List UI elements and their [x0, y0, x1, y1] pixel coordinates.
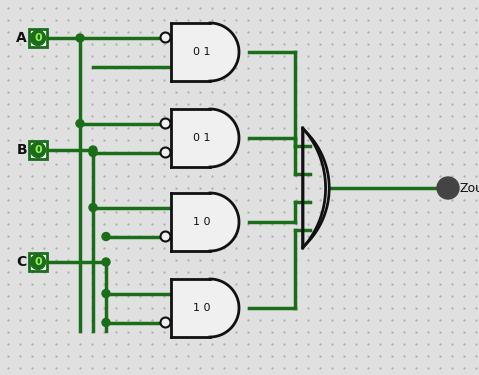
Circle shape — [31, 142, 46, 158]
Bar — [29, 253, 47, 271]
Circle shape — [102, 258, 110, 266]
Circle shape — [89, 204, 97, 212]
Polygon shape — [210, 109, 239, 167]
Text: 0: 0 — [34, 145, 42, 155]
Polygon shape — [210, 193, 239, 251]
Text: 1 0: 1 0 — [194, 303, 211, 313]
Circle shape — [102, 232, 110, 240]
Text: A: A — [16, 31, 27, 45]
Circle shape — [160, 231, 171, 242]
Bar — [171, 279, 210, 337]
Circle shape — [31, 30, 46, 45]
Bar — [171, 109, 210, 167]
Circle shape — [89, 148, 97, 156]
Circle shape — [102, 318, 110, 327]
Circle shape — [31, 255, 46, 270]
Circle shape — [437, 177, 459, 199]
Text: 0 1: 0 1 — [194, 47, 211, 57]
Text: 1 0: 1 0 — [194, 217, 211, 227]
Circle shape — [89, 146, 97, 154]
Circle shape — [160, 318, 171, 327]
Bar — [171, 23, 210, 81]
Circle shape — [76, 34, 84, 42]
Bar — [29, 141, 47, 159]
Circle shape — [102, 290, 110, 297]
Text: 0 1: 0 1 — [194, 133, 211, 143]
Circle shape — [160, 147, 171, 158]
Circle shape — [160, 33, 171, 42]
Text: Zout: Zout — [460, 182, 479, 195]
Polygon shape — [210, 279, 239, 337]
Text: C: C — [17, 255, 27, 269]
Polygon shape — [303, 128, 329, 248]
Text: 0: 0 — [34, 33, 42, 43]
Circle shape — [160, 118, 171, 129]
Circle shape — [76, 120, 84, 128]
Polygon shape — [210, 23, 239, 81]
Text: B: B — [16, 143, 27, 157]
Text: 0: 0 — [34, 257, 42, 267]
Bar — [29, 29, 47, 47]
Bar — [171, 193, 210, 251]
